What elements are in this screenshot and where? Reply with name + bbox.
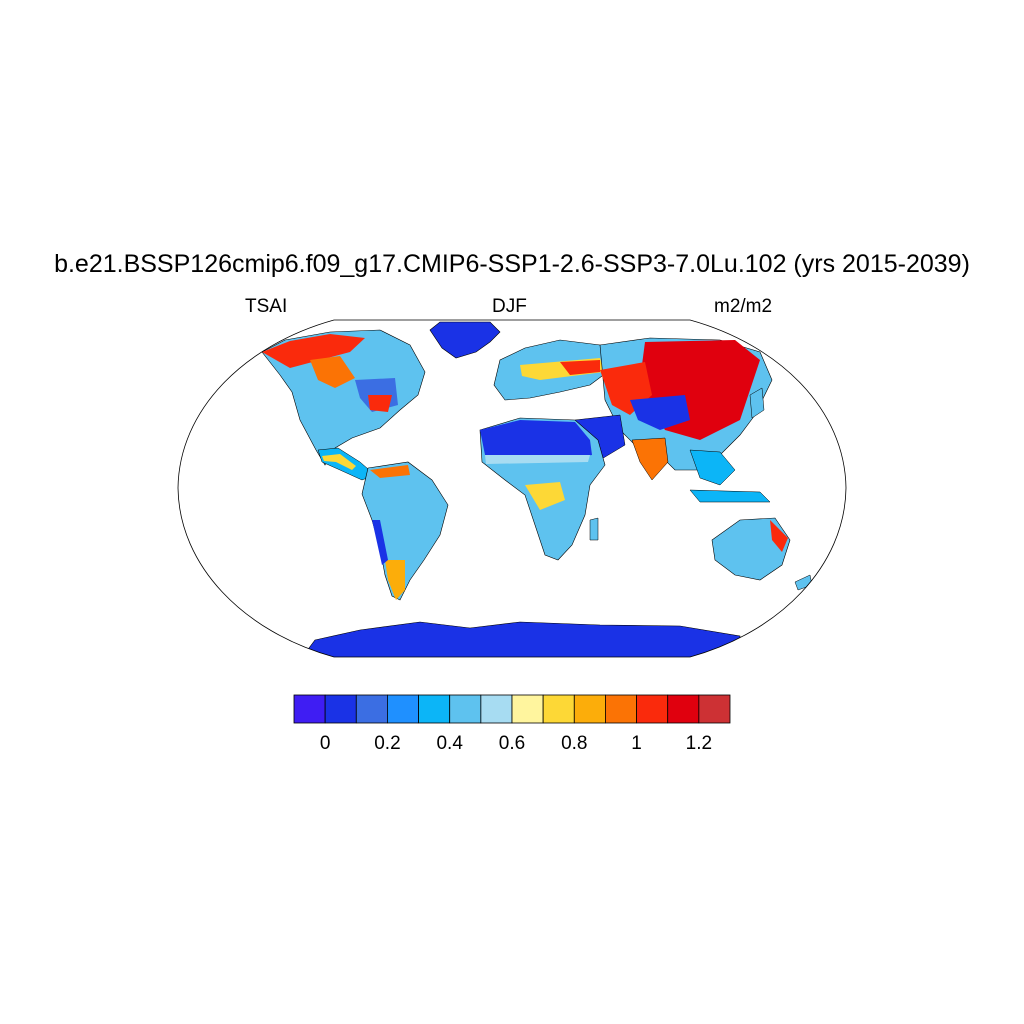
colorbar-swatch bbox=[605, 694, 637, 724]
colorbar-tick-label: 0.2 bbox=[374, 733, 400, 754]
colorbar-swatch bbox=[698, 694, 731, 724]
variable-label: TSAI bbox=[245, 296, 288, 317]
colorbar-tick-label: 0.8 bbox=[561, 733, 587, 754]
sahel bbox=[485, 455, 590, 464]
tibet bbox=[630, 395, 690, 430]
map-outline bbox=[177, 319, 847, 658]
india bbox=[631, 437, 669, 481]
andes bbox=[372, 520, 388, 565]
colorbar-tick-label: 1 bbox=[631, 733, 642, 754]
sahara bbox=[480, 420, 592, 458]
colorbar-swatch bbox=[293, 694, 326, 724]
japan bbox=[749, 387, 765, 419]
colorbar-swatch bbox=[542, 694, 575, 724]
map-title: b.e21.BSSP126cmip6.f09_g17.CMIP6-SSP1-2.… bbox=[54, 250, 970, 278]
central-america-edge bbox=[322, 454, 356, 470]
indonesia bbox=[689, 489, 771, 503]
season-label: DJF bbox=[492, 296, 527, 317]
colorbar-swatch bbox=[573, 694, 606, 724]
australia bbox=[711, 517, 791, 581]
colorbar-tick-label: 0 bbox=[320, 733, 331, 754]
australia-east bbox=[770, 520, 788, 552]
colorbar-swatch bbox=[480, 694, 513, 724]
colorbar: 0 0.2 0.4 0.6 0.8 1 1.2 bbox=[293, 694, 731, 754]
colorbar-tick-label: 0.6 bbox=[499, 733, 525, 754]
colorbar-swatch bbox=[636, 694, 669, 724]
southeast-asia bbox=[689, 449, 736, 486]
colorbar-swatch bbox=[418, 694, 451, 724]
central-africa bbox=[525, 482, 565, 510]
greenland bbox=[429, 321, 501, 359]
colorbar-swatch bbox=[355, 694, 388, 724]
antarctica bbox=[299, 621, 741, 657]
north-america-arctic bbox=[262, 334, 365, 368]
canada-hotspot bbox=[310, 356, 355, 388]
south-america-north-edge bbox=[370, 465, 410, 478]
colorbar-swatch bbox=[667, 694, 700, 724]
colorbar-tick-label: 0.4 bbox=[436, 733, 463, 754]
europe-hot bbox=[560, 360, 600, 375]
east-us bbox=[368, 395, 392, 412]
colorbar-tick-label: 1.2 bbox=[686, 733, 712, 754]
new-zealand bbox=[794, 574, 813, 591]
colorbar-swatch bbox=[449, 694, 482, 724]
colorbar-swatch bbox=[511, 694, 544, 724]
madagascar bbox=[589, 517, 599, 541]
colorbar-swatch bbox=[324, 694, 357, 724]
units-label: m2/m2 bbox=[714, 296, 773, 317]
colorbar-swatch bbox=[387, 694, 419, 724]
patagonia bbox=[385, 560, 405, 600]
